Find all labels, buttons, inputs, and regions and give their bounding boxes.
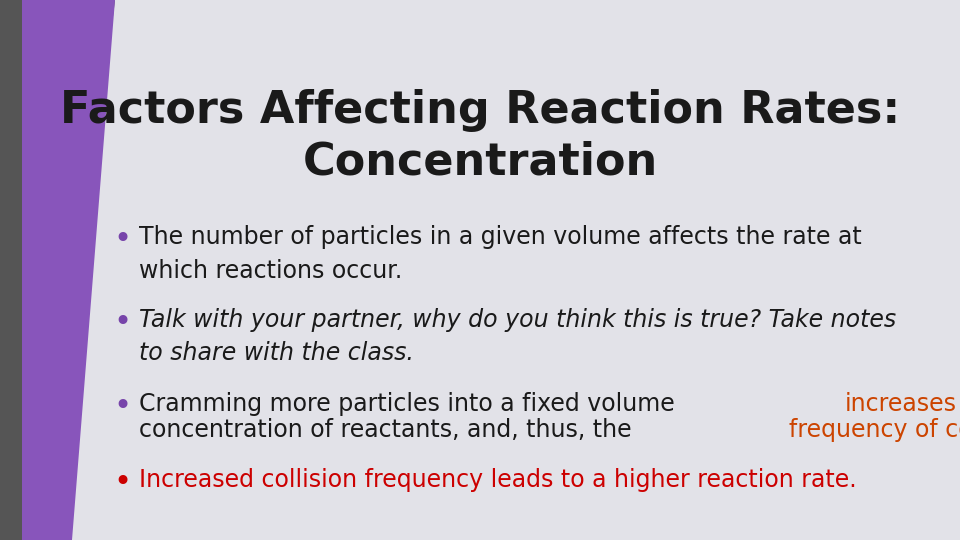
Text: •: • [113, 308, 132, 337]
Text: Cramming more particles into a fixed volume: Cramming more particles into a fixed vol… [139, 392, 683, 416]
Text: •: • [113, 468, 132, 497]
Polygon shape [0, 0, 115, 540]
Text: Concentration: Concentration [302, 140, 658, 184]
Text: increases: increases [845, 392, 957, 416]
Text: Talk with your partner, why do you think this is true? Take notes
to share with : Talk with your partner, why do you think… [139, 308, 897, 366]
Text: •: • [113, 225, 132, 254]
Polygon shape [22, 0, 115, 540]
Text: Increased collision frequency leads to a higher reaction rate.: Increased collision frequency leads to a… [139, 468, 857, 492]
Text: frequency of collision: frequency of collision [789, 418, 960, 442]
Text: •: • [113, 392, 132, 421]
Text: concentration of reactants, and, thus, the: concentration of reactants, and, thus, t… [139, 418, 639, 442]
Text: Factors Affecting Reaction Rates:: Factors Affecting Reaction Rates: [60, 89, 900, 132]
Text: The number of particles in a given volume affects the rate at
which reactions oc: The number of particles in a given volum… [139, 225, 862, 282]
